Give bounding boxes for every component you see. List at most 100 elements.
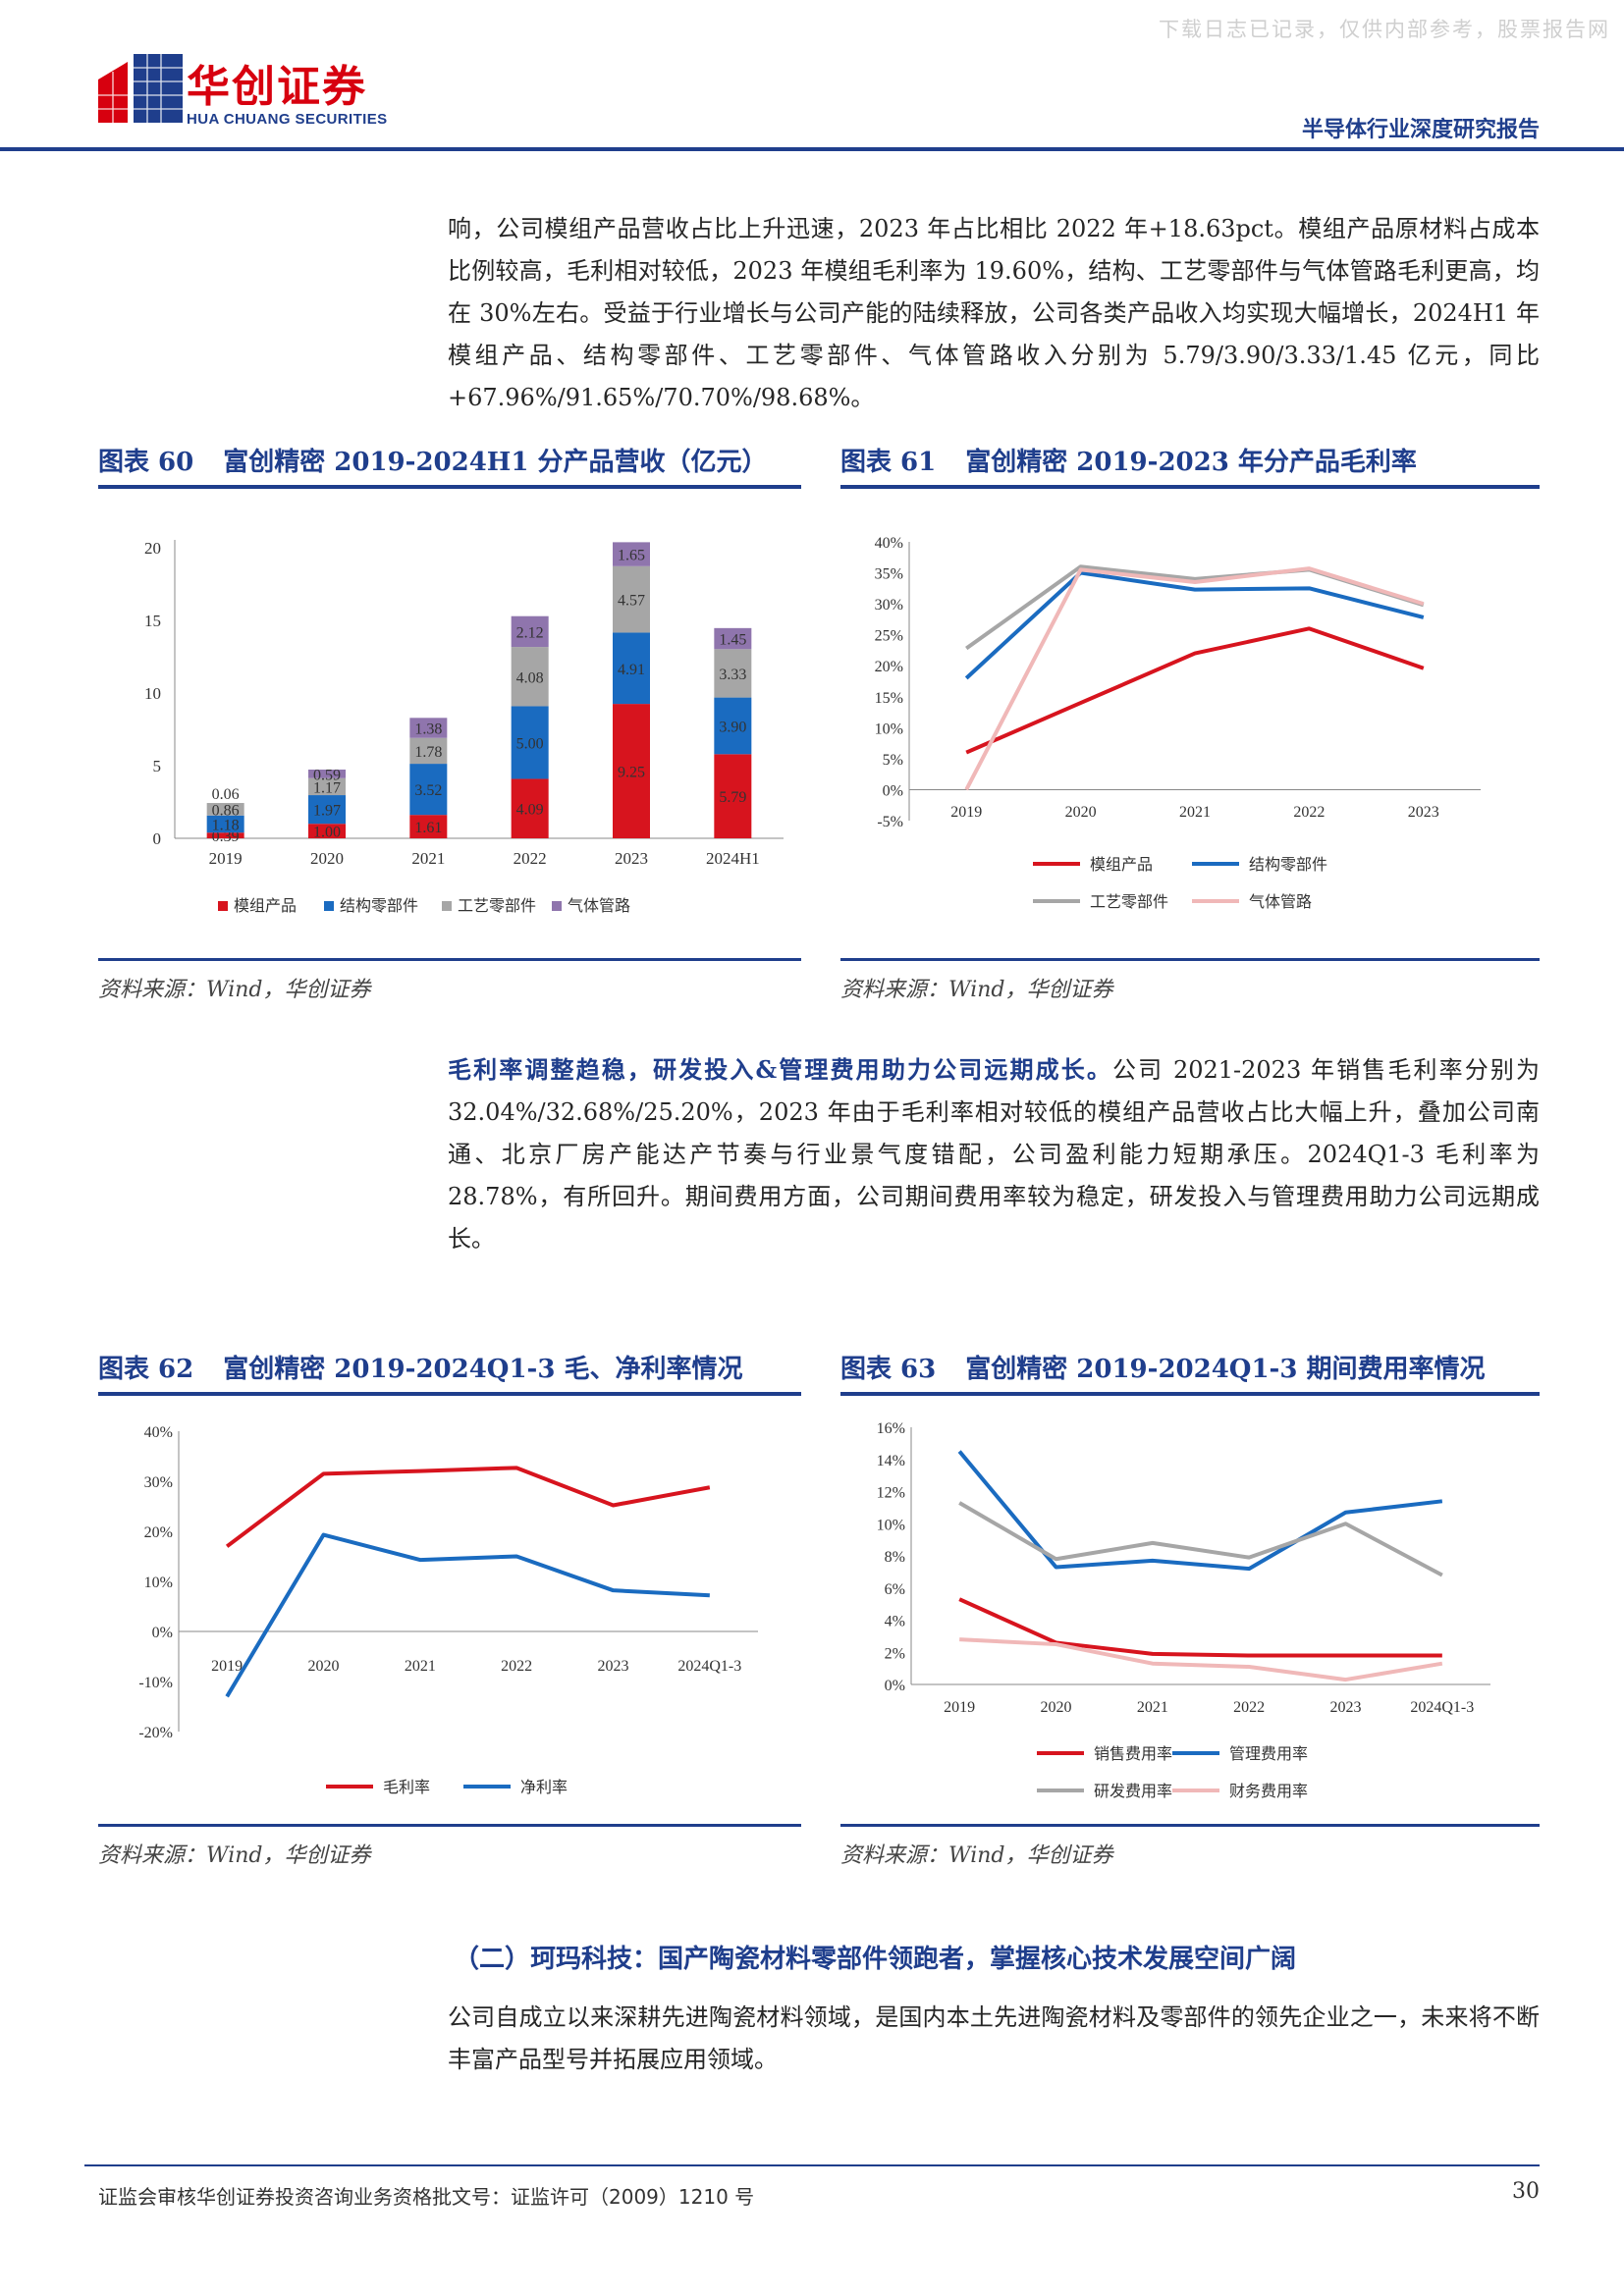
data-label: 4.08: [516, 669, 544, 686]
x-tick-label: 2020: [1041, 1699, 1072, 1716]
figure-60-source: 资料来源：Wind，华创证券: [98, 978, 371, 1002]
logo-text-en: HUA CHUANG SECURITIES: [187, 111, 388, 128]
data-label: 0.39: [212, 828, 240, 845]
data-label: 1.78: [414, 744, 442, 761]
bar-segment: [511, 778, 549, 838]
series-line: [225, 1466, 711, 1548]
y-tick-label: 20%: [875, 659, 903, 675]
legend-label: 财务费用率: [1229, 1783, 1308, 1800]
data-label: 1.17: [313, 779, 341, 796]
legend-swatch: [324, 901, 334, 911]
x-tick-label: 2019: [209, 849, 243, 868]
legend-label: 结构零部件: [340, 897, 418, 915]
y-tick-label: 25%: [875, 628, 903, 645]
bar-segment: [714, 649, 752, 698]
x-tick-label: 2019: [950, 804, 982, 821]
figure-63-top-rule: [840, 1392, 1540, 1396]
legend-label: 管理费用率: [1229, 1745, 1308, 1763]
x-tick-label: 2023: [1408, 804, 1439, 821]
figure-60-top-rule: [98, 485, 801, 489]
page-number: 30: [1512, 2179, 1540, 2204]
bar-segment: [409, 815, 448, 838]
figure-number: 图表 63: [840, 1355, 937, 1384]
series-line: [959, 1637, 1443, 1682]
legend-label: 工艺零部件: [1090, 893, 1168, 911]
footer-license: 证监会审核华创证券投资咨询业务资格批文号：证监许可（2009）1210 号: [98, 2185, 755, 2209]
x-tick-label: 2020: [1065, 804, 1097, 821]
figure-62-bottom-rule: [98, 1824, 801, 1827]
y-tick-label: 5: [153, 757, 162, 775]
series-line: [958, 1501, 1443, 1577]
data-label: 0.59: [313, 767, 341, 783]
series-line: [965, 564, 1425, 651]
section-heading: （二）珂玛科技：国产陶瓷材料零部件领跑者，掌握核心技术发展空间广阔: [454, 1945, 1297, 1974]
chart-61-line: 40% 35% 30% 25% 20% 15% 10% 5% 0% -5% 2019 2020 2021…: [875, 535, 1481, 911]
paragraph-lead: 毛利率调整趋稳，研发投入&管理费用助力公司远期成长。: [448, 1055, 1112, 1084]
header-divider: [0, 147, 1624, 151]
bar-segment: [613, 565, 650, 633]
y-tick-label: 0%: [885, 1678, 905, 1694]
data-label: 1.61: [414, 820, 442, 836]
data-label: 1.97: [313, 803, 341, 820]
y-tick-label: -5%: [877, 814, 903, 830]
report-type: 半导体行业深度研究报告: [1301, 118, 1540, 142]
body-paragraph-3: 公司自成立以来深耕先进陶瓷材料领域，是国内本土先进陶瓷材料及零部件的领先企业之一…: [448, 2003, 1540, 2073]
y-tick-label: 30%: [144, 1474, 173, 1491]
data-label: 0.86: [212, 802, 240, 819]
figure-61-bottom-rule: [840, 958, 1540, 961]
x-tick-label: 2019: [211, 1658, 243, 1675]
y-tick-label: 6%: [885, 1581, 905, 1598]
x-tick-label: 2021: [411, 849, 445, 868]
bar-segment: [714, 627, 752, 650]
y-tick-label: -10%: [138, 1675, 173, 1691]
figure-number: 图表 61: [840, 448, 937, 477]
legend-swatch: [218, 901, 228, 911]
bar-segment: [511, 615, 549, 648]
data-label: 3.33: [719, 667, 746, 683]
bar-segment: [308, 777, 346, 796]
chart-60-stacked-bar: 0 5 10 15 20 0.391.180.860.06 2019 1.00 1.97 1.17…: [144, 539, 784, 915]
y-tick-label: 20: [144, 539, 161, 558]
y-tick-label: 0%: [152, 1625, 173, 1641]
x-tick-label: 2020: [310, 849, 344, 868]
series-line: [964, 570, 1425, 680]
figure-62-top-rule: [98, 1392, 801, 1396]
bar-segment: [409, 764, 448, 816]
y-tick-label: 40%: [875, 535, 903, 552]
y-tick-label: 15%: [875, 690, 903, 707]
paragraph-text: 公司 2021-2023 年销售毛利率分别为 32.04%/32.68%/25.…: [448, 1056, 1540, 1253]
y-tick-label: -20%: [138, 1725, 173, 1741]
y-tick-label: 15: [144, 612, 161, 630]
legend-label: 工艺零部件: [458, 897, 536, 915]
y-tick-label: 10%: [875, 721, 903, 737]
y-tick-label: 35%: [875, 566, 903, 583]
chart-62-line: 40% 30% 20% 10% 0% -10% -20% 2019 2020 2021 2022 20…: [138, 1424, 758, 1796]
bar-segment: [511, 706, 549, 779]
legend-label: 销售费用率: [1094, 1745, 1172, 1763]
y-tick-label: 14%: [877, 1453, 905, 1469]
figure-number: 图表 62: [98, 1355, 194, 1384]
legend-label: 研发费用率: [1094, 1783, 1172, 1800]
series-line: [225, 1532, 710, 1698]
x-tick-label: 2021: [405, 1658, 436, 1675]
x-tick-label: 2024H1: [706, 849, 760, 868]
bar-segment: [409, 737, 448, 765]
body-paragraph-1: 响，公司模组产品营收占比上升迅速，2023 年占比相比 2022 年+18.63…: [448, 215, 1540, 411]
figure-62-title: 图表 62 富创精密 2019-2024Q1-3 毛、净利率情况: [98, 1349, 742, 1385]
logo-text-cn: 华创证券: [187, 62, 367, 112]
x-tick-label: 2024Q1-3: [1410, 1699, 1474, 1716]
bar-segment: [206, 832, 244, 838]
footer-divider: [84, 2164, 1540, 2166]
x-tick-label: 2023: [598, 1658, 629, 1675]
figure-61-top-rule: [840, 485, 1540, 489]
bar-segment: [613, 542, 650, 566]
x-tick-label: 2020: [308, 1658, 340, 1675]
legend-label: 气体管路: [568, 897, 630, 915]
y-tick-label: 0: [153, 829, 162, 848]
bar-segment: [206, 815, 244, 833]
legend-label: 气体管路: [1249, 893, 1312, 911]
y-tick-label: 10%: [144, 1575, 173, 1591]
legend-swatch: [442, 901, 452, 911]
figure-62-source: 资料来源：Wind，华创证券: [98, 1843, 371, 1868]
data-label: 5.79: [719, 789, 746, 806]
